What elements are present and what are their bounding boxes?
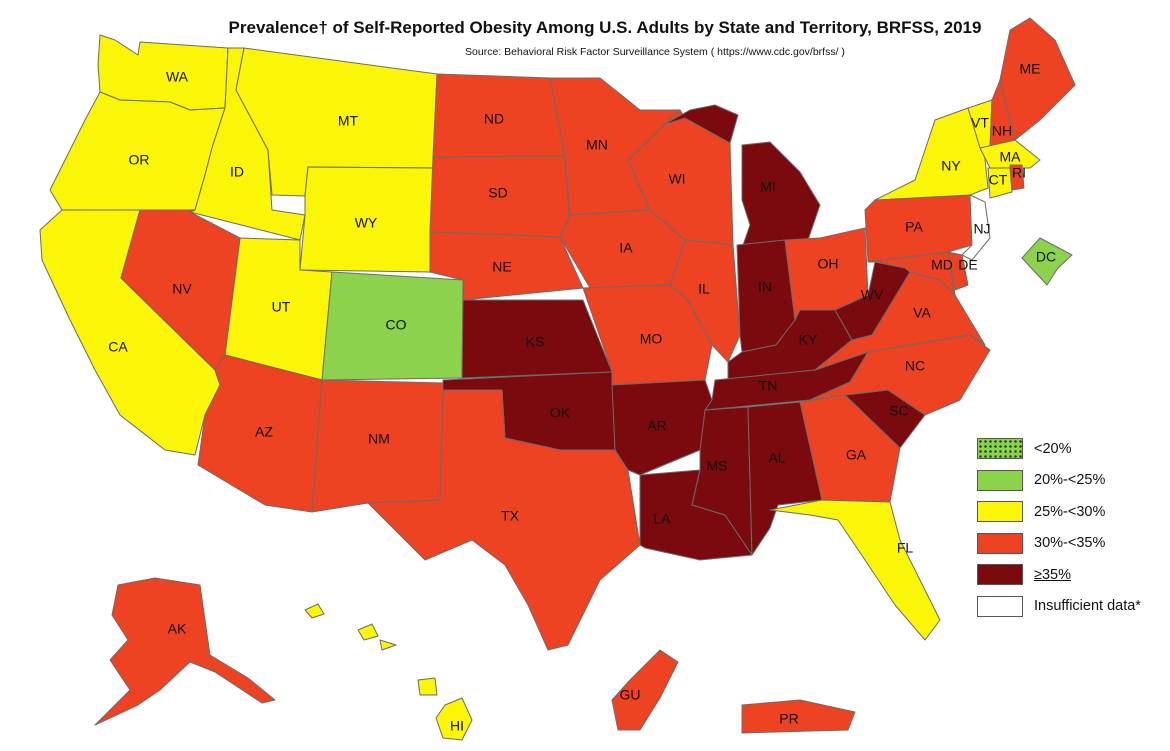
legend-item: 20%-<25% [977,465,1141,497]
label-me: ME [1020,61,1041,77]
label-oh: OH [818,256,839,272]
label-or: OR [129,152,150,168]
label-ky: KY [799,332,818,348]
state-tx [367,389,641,651]
state-nv [120,209,241,371]
label-tx: TX [501,508,520,524]
label-wa: WA [166,69,189,85]
state-fl [769,499,941,641]
label-co: CO [386,317,407,333]
label-az: AZ [255,424,273,440]
label-wy: WY [355,215,378,231]
state-dc [1021,237,1073,286]
state-ar [611,379,713,476]
territory-gu [611,649,679,731]
label-ri: RI [1012,165,1026,181]
state-mi-up [662,104,739,144]
label-nv: NV [172,281,192,297]
legend-item: ≥35% [977,559,1141,591]
label-ne: NE [492,259,511,275]
label-ut: UT [272,299,291,315]
label-sc: SC [889,403,908,419]
territory-pr [741,699,856,734]
state-hi-kauai [304,603,325,619]
legend-item: 25%-<30% [977,496,1141,528]
legend-swatch-30-35 [977,532,1023,554]
state-hi-maui [417,677,438,696]
label-de: DE [958,257,977,273]
label-wv: WV [861,287,884,303]
state-me [999,17,1076,141]
legend-label: 30%-<35% [1034,535,1106,552]
legend-item: 30%-<35% [977,528,1141,560]
label-ca: CA [108,339,128,355]
label-mn: MN [586,137,608,153]
label-nd: ND [484,111,504,127]
label-ok: OK [550,405,571,421]
label-mi: MI [760,179,776,195]
legend-swatch-insufficient [977,595,1023,617]
state-hi-molokai [379,639,397,651]
state-hi-oahu [357,623,379,641]
state-mi [741,141,821,246]
label-ks: KS [526,334,545,350]
label-ia: IA [619,240,633,256]
label-pr: PR [779,711,798,727]
state-ak [94,577,276,726]
label-il: IL [698,281,710,297]
label-tn: TN [759,378,778,394]
label-ar: AR [647,418,666,434]
label-wi: WI [668,171,685,187]
legend-swatch-25-30 [977,501,1023,523]
legend: <20% 20%-<25% 25%-<30% 30%-<35% ≥35% Ins… [977,433,1141,622]
label-al: AL [768,450,785,466]
label-vt: VT [971,115,989,131]
label-ct: CT [989,172,1008,188]
state-nj [961,194,991,261]
legend-swatch-20-25 [977,469,1023,491]
label-nh: NH [992,123,1012,139]
legend-item: Insufficient data* [977,591,1141,623]
state-hi [435,697,473,741]
label-fl: FL [897,540,914,556]
legend-swatch-ge35 [977,564,1023,586]
label-nm: NM [368,431,390,447]
label-ny: NY [941,158,961,174]
label-nc: NC [905,358,925,374]
state-ri [1009,164,1025,191]
state-nc [809,334,991,416]
legend-label: 20%-<25% [1034,472,1106,489]
label-va: VA [913,305,931,321]
legend-label: 25%-<30% [1034,503,1106,520]
label-pa: PA [905,219,923,235]
label-mo: MO [640,331,663,347]
state-ma [979,139,1041,169]
label-ak: AK [168,621,187,637]
state-ct [987,167,1013,199]
label-md: MD [931,257,953,273]
label-in: IN [758,279,772,295]
legend-label: Insufficient data* [1034,598,1141,615]
label-la: LA [653,511,671,527]
label-dc: DC [1036,249,1056,265]
label-ms: MS [707,458,728,474]
label-gu: GU [620,687,641,703]
state-de [947,251,969,291]
label-sd: SD [488,185,507,201]
legend-swatch-lt20 [977,438,1023,460]
label-id: ID [230,164,244,180]
legend-label: <20% [1034,440,1072,457]
label-hi: HI [450,718,464,734]
legend-label: ≥35% [1034,566,1071,583]
label-ma: MA [1000,149,1022,165]
label-ga: GA [846,447,867,463]
map-source: Source: Behavioral Risk Factor Surveilla… [465,46,845,58]
label-mt: MT [338,113,359,129]
map-title: Prevalence† of Self-Reported Obesity Amo… [228,18,982,37]
state-il [669,239,741,363]
label-nj: NJ [973,221,990,237]
state-wi [627,109,734,246]
legend-item: <20% [977,433,1141,465]
